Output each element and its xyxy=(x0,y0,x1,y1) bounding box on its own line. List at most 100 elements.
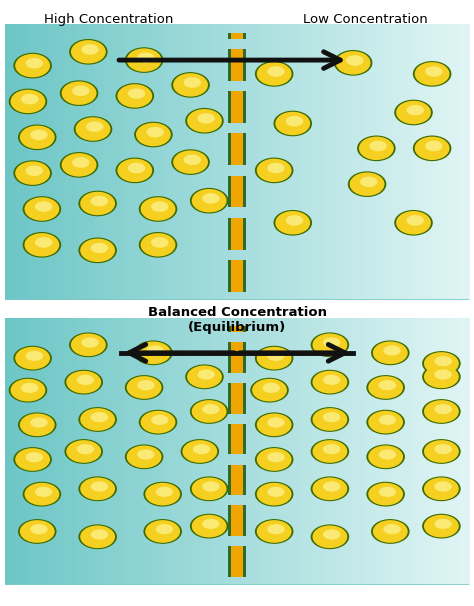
Ellipse shape xyxy=(371,341,410,365)
Ellipse shape xyxy=(257,62,292,85)
Ellipse shape xyxy=(60,152,98,178)
Ellipse shape xyxy=(26,351,43,361)
Ellipse shape xyxy=(275,211,310,235)
Ellipse shape xyxy=(23,232,61,258)
Ellipse shape xyxy=(145,520,180,543)
Ellipse shape xyxy=(396,211,431,235)
Ellipse shape xyxy=(86,121,103,132)
Ellipse shape xyxy=(35,237,52,248)
Bar xyxy=(228,546,246,577)
Ellipse shape xyxy=(182,440,217,463)
Ellipse shape xyxy=(312,371,347,393)
Ellipse shape xyxy=(310,333,349,357)
Ellipse shape xyxy=(310,524,349,549)
Ellipse shape xyxy=(139,232,177,258)
Bar xyxy=(231,218,243,250)
Ellipse shape xyxy=(383,524,401,534)
Ellipse shape xyxy=(78,476,117,501)
Bar xyxy=(231,33,243,39)
Ellipse shape xyxy=(30,130,48,140)
Ellipse shape xyxy=(255,482,293,507)
Ellipse shape xyxy=(128,88,145,99)
Ellipse shape xyxy=(425,66,443,77)
Ellipse shape xyxy=(15,54,50,78)
Bar xyxy=(231,176,243,207)
Ellipse shape xyxy=(323,338,340,348)
Bar xyxy=(231,92,243,123)
Ellipse shape xyxy=(407,105,424,115)
Ellipse shape xyxy=(257,413,292,436)
Ellipse shape xyxy=(413,61,451,87)
Ellipse shape xyxy=(118,159,152,182)
Ellipse shape xyxy=(434,356,452,366)
Ellipse shape xyxy=(10,379,46,401)
Ellipse shape xyxy=(134,122,173,147)
Ellipse shape xyxy=(312,440,347,463)
Bar xyxy=(231,260,243,291)
Ellipse shape xyxy=(80,525,115,548)
Ellipse shape xyxy=(415,136,449,160)
Ellipse shape xyxy=(72,85,90,96)
Ellipse shape xyxy=(66,371,101,393)
Ellipse shape xyxy=(9,88,47,115)
Ellipse shape xyxy=(25,233,59,256)
Ellipse shape xyxy=(273,210,312,236)
Text: Balanced Concentration
(Equilibrium): Balanced Concentration (Equilibrium) xyxy=(147,306,327,334)
Ellipse shape xyxy=(424,400,459,423)
Ellipse shape xyxy=(137,53,155,63)
Ellipse shape xyxy=(255,413,293,437)
Ellipse shape xyxy=(422,514,461,539)
Ellipse shape xyxy=(255,447,293,472)
Ellipse shape xyxy=(91,530,108,539)
Ellipse shape xyxy=(173,73,208,96)
Ellipse shape xyxy=(25,198,59,221)
Ellipse shape xyxy=(202,481,219,491)
Text: Low Concentration: Low Concentration xyxy=(302,13,428,26)
Ellipse shape xyxy=(190,476,228,501)
Bar xyxy=(228,424,246,454)
Ellipse shape xyxy=(346,55,364,66)
Ellipse shape xyxy=(21,94,38,104)
Ellipse shape xyxy=(181,439,219,464)
Ellipse shape xyxy=(323,444,340,454)
Ellipse shape xyxy=(15,347,50,370)
Ellipse shape xyxy=(125,375,164,400)
Ellipse shape xyxy=(267,351,284,361)
Ellipse shape xyxy=(35,201,52,212)
Ellipse shape xyxy=(252,379,287,401)
Ellipse shape xyxy=(26,165,43,176)
Ellipse shape xyxy=(273,111,312,136)
Bar xyxy=(228,505,246,536)
Ellipse shape xyxy=(424,478,459,500)
Ellipse shape xyxy=(434,444,452,454)
Bar xyxy=(228,49,246,81)
Ellipse shape xyxy=(62,153,97,176)
Ellipse shape xyxy=(257,347,292,370)
Ellipse shape xyxy=(323,412,340,422)
Ellipse shape xyxy=(424,515,459,538)
Ellipse shape xyxy=(255,346,293,370)
Ellipse shape xyxy=(30,418,48,428)
Ellipse shape xyxy=(116,83,154,108)
Ellipse shape xyxy=(379,450,396,459)
Ellipse shape xyxy=(13,346,52,370)
Bar xyxy=(231,465,243,495)
Ellipse shape xyxy=(187,365,222,388)
Ellipse shape xyxy=(155,524,173,534)
Ellipse shape xyxy=(127,48,162,72)
Bar xyxy=(231,326,243,332)
Ellipse shape xyxy=(20,125,55,149)
Ellipse shape xyxy=(127,445,162,468)
Ellipse shape xyxy=(21,383,38,393)
Ellipse shape xyxy=(146,127,164,138)
Ellipse shape xyxy=(125,444,164,469)
Ellipse shape xyxy=(368,483,403,505)
Ellipse shape xyxy=(368,376,403,399)
Ellipse shape xyxy=(187,109,222,133)
Ellipse shape xyxy=(26,452,43,462)
Ellipse shape xyxy=(191,400,227,423)
Ellipse shape xyxy=(141,411,175,433)
Ellipse shape xyxy=(118,84,152,108)
Ellipse shape xyxy=(146,345,164,356)
Ellipse shape xyxy=(383,345,401,356)
